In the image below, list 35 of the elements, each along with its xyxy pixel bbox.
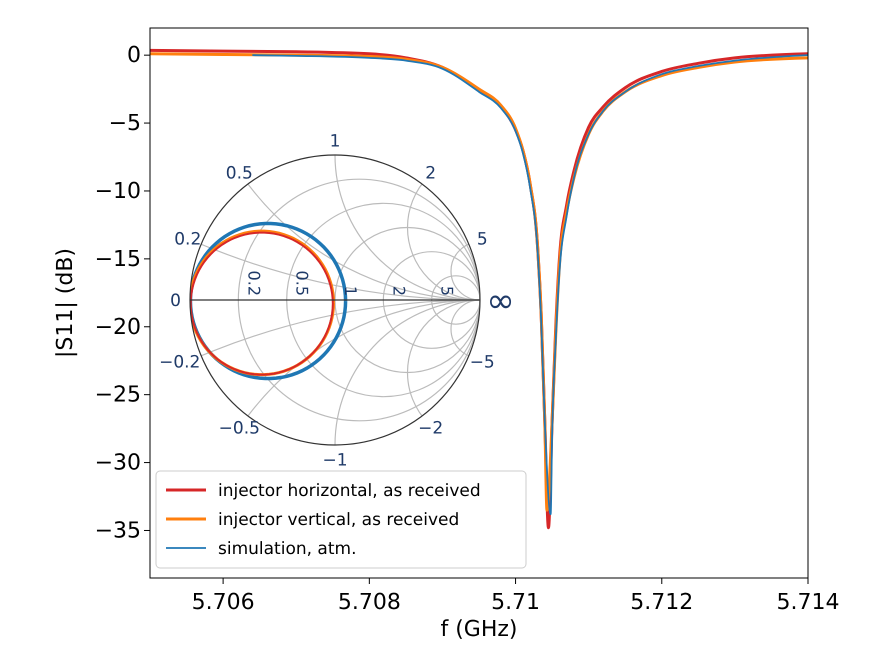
y-tick-label: −10	[94, 179, 141, 204]
annotation: 1	[341, 286, 360, 296]
legend-label: simulation, atm.	[218, 539, 356, 559]
annotation: −2	[418, 418, 444, 439]
x-tick-label: 5.706	[192, 590, 255, 615]
y-tick-label: −20	[94, 314, 141, 340]
annotation: 5	[438, 286, 457, 296]
annotation: 2	[425, 163, 436, 184]
annotation: 0.5	[292, 270, 312, 296]
y-tick-label: −25	[94, 382, 141, 408]
y-tick-label: −15	[94, 246, 141, 272]
legend-label: injector horizontal, as received	[218, 481, 481, 501]
y-tick-label: −30	[94, 450, 141, 476]
x-tick-label: 5.708	[338, 590, 401, 615]
annotation: 0	[170, 290, 181, 311]
annotation: 1	[330, 131, 340, 152]
y-tick-label: −5	[108, 111, 141, 136]
annotation: 5	[476, 230, 488, 250]
y-tick-label: −35	[94, 518, 141, 544]
annotation: −0.5	[218, 418, 260, 439]
x-tick-label: 5.712	[630, 590, 694, 615]
annotation: 0.2	[174, 230, 202, 250]
annotation: −5	[470, 352, 495, 372]
x-axis-title: f (GHz)	[440, 617, 518, 642]
annotation: ∞	[486, 280, 515, 321]
annotation: 2	[389, 286, 408, 296]
annotation: −0.2	[159, 352, 200, 372]
annotation: −1	[322, 450, 348, 470]
annotation: 0.5	[226, 163, 253, 184]
y-tick-label: 0	[127, 43, 141, 68]
legend-label: injector vertical, as received	[218, 510, 460, 530]
x-tick-label: 5.71	[491, 590, 540, 615]
x-tick-label: 5.714	[776, 590, 840, 615]
y-axis-title: |S11| (dB)	[53, 248, 78, 358]
annotation: 0.2	[244, 270, 264, 296]
